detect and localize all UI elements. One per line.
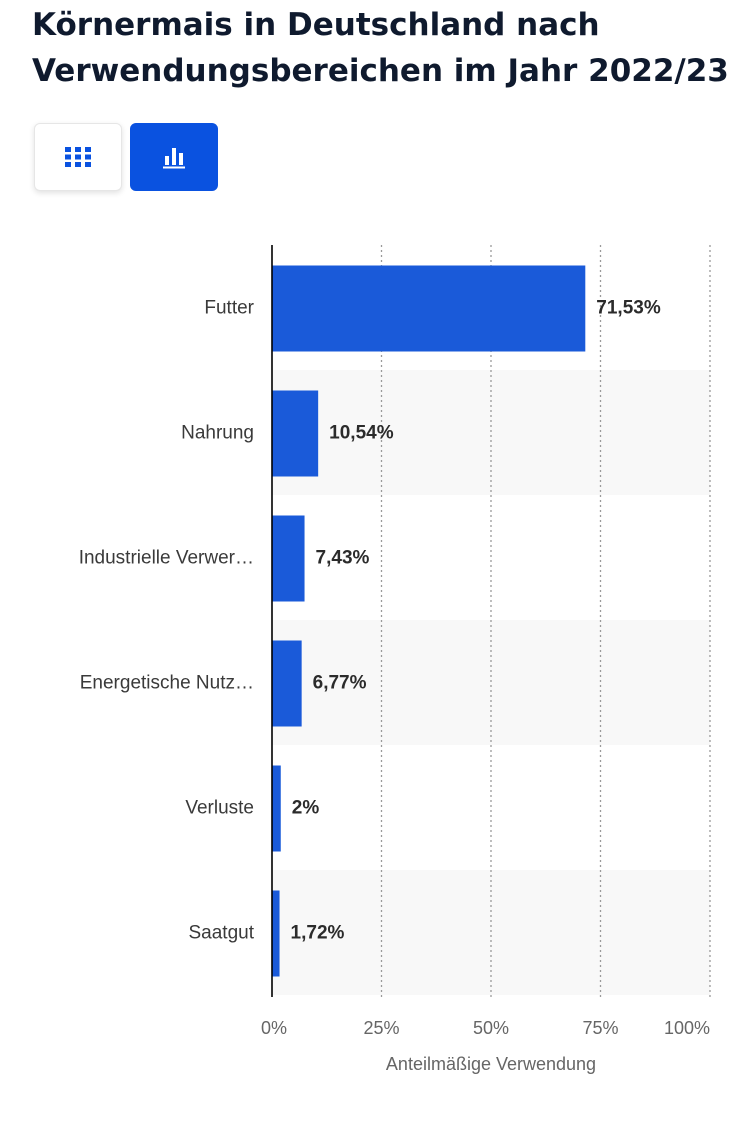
x-tick-label: 100% <box>664 1018 710 1038</box>
value-label: 10,54% <box>329 423 394 444</box>
x-tick-label: 50% <box>473 1018 509 1038</box>
value-label: 6,77% <box>313 673 367 694</box>
bar <box>272 265 586 352</box>
table-view-button[interactable] <box>34 123 122 191</box>
category-label: Energetische Nutz… <box>80 673 254 694</box>
bar <box>272 390 319 477</box>
category-label: Verluste <box>185 798 254 819</box>
x-axis-title: Anteilmäßige Verwendung <box>386 1054 596 1074</box>
bar-chart-icon <box>163 148 185 169</box>
bar <box>272 640 302 727</box>
bar <box>272 765 281 852</box>
x-tick-label: 75% <box>582 1018 618 1038</box>
bar <box>272 890 280 977</box>
value-label: 71,53% <box>596 298 661 319</box>
bar <box>272 515 305 602</box>
chart-title: Körnermais in Deutschland nach Verwendun… <box>32 7 729 89</box>
category-label: Saatgut <box>189 923 255 944</box>
x-tick-label: 25% <box>363 1018 399 1038</box>
x-tick-label: 0% <box>261 1018 287 1038</box>
value-label: 1,72% <box>291 923 345 944</box>
value-label: 7,43% <box>316 548 370 569</box>
chart-view-button[interactable] <box>130 123 218 191</box>
value-label: 2% <box>292 798 320 819</box>
category-label: Futter <box>204 298 254 319</box>
category-label: Nahrung <box>181 423 254 444</box>
category-label: Industrielle Verwer… <box>79 548 254 569</box>
grid-icon <box>65 147 91 167</box>
